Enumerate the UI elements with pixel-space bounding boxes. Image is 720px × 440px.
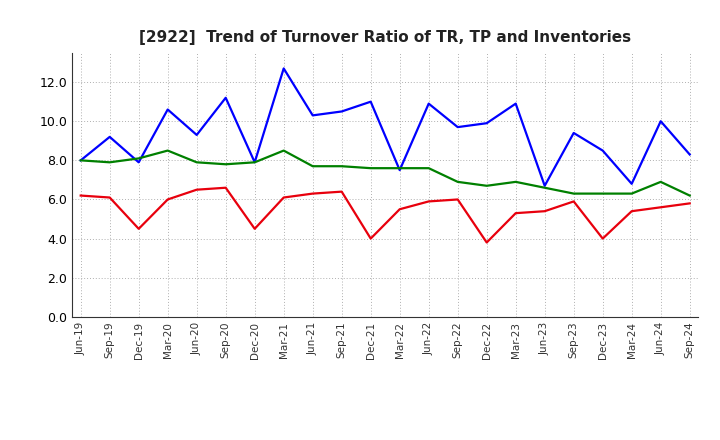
Title: [2922]  Trend of Turnover Ratio of TR, TP and Inventories: [2922] Trend of Turnover Ratio of TR, TP… <box>139 29 631 45</box>
